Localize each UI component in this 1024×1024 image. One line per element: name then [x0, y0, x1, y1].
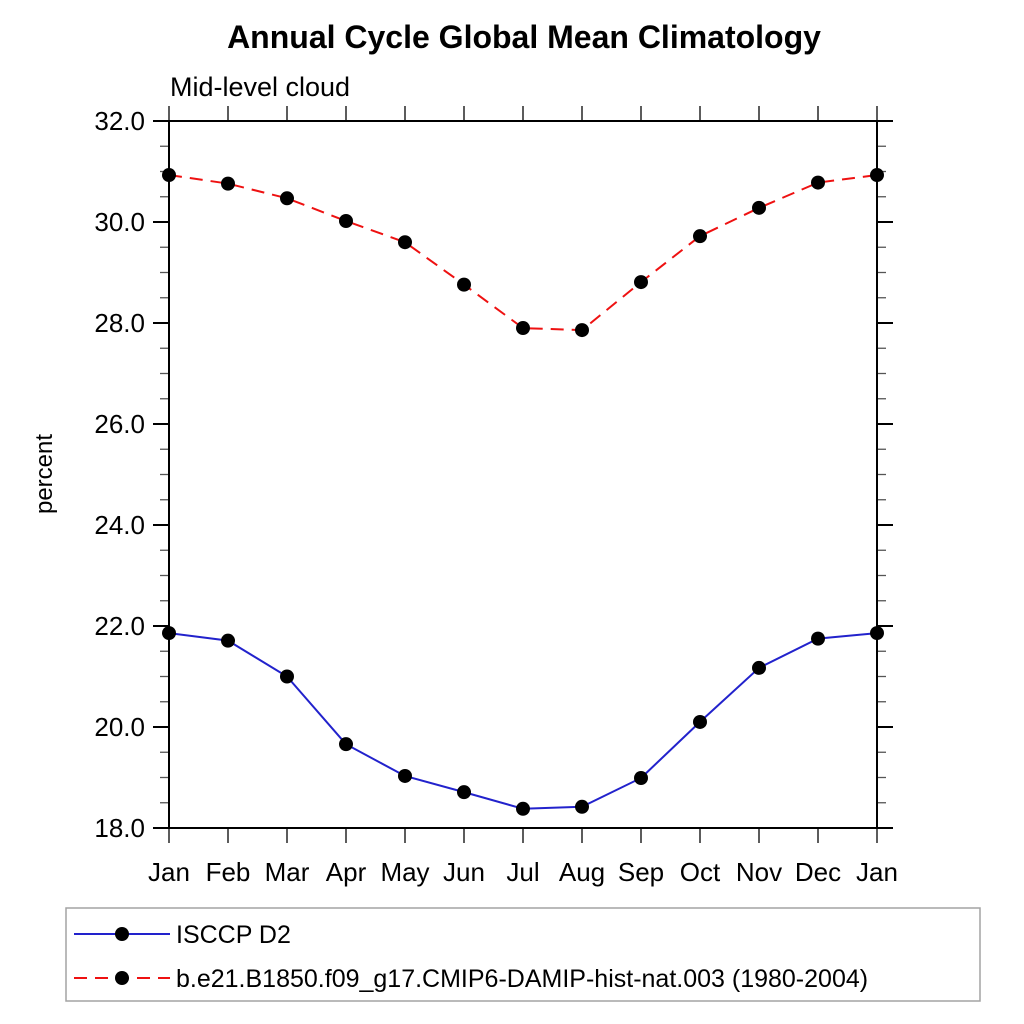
- series-0-marker: [339, 737, 353, 752]
- series-1-marker: [221, 176, 235, 191]
- plot-frame: [168, 120, 878, 829]
- series-0-marker: [457, 785, 471, 800]
- y-axis-label: percent: [31, 434, 58, 514]
- series-0-marker: [634, 771, 648, 786]
- series-1-marker: [280, 191, 294, 206]
- x-tick-label: Oct: [680, 857, 721, 887]
- y-tick-label: 32.0: [94, 106, 145, 136]
- legend: ISCCP D2 b.e21.B1850.f09_g17.CMIP6-DAMIP-…: [65, 907, 981, 1002]
- y-tick-label: 30.0: [94, 207, 145, 237]
- x-tick-label: Aug: [559, 857, 605, 887]
- legend-swatch-marker-1: [115, 971, 129, 985]
- legend-swatch-marker-0: [115, 927, 129, 941]
- series-1-marker: [811, 175, 825, 190]
- x-tick-label: Mar: [265, 857, 310, 887]
- series-0-marker: [221, 633, 235, 648]
- series-0-marker: [693, 714, 707, 729]
- series-1-marker: [339, 213, 353, 228]
- x-tick-label: Jul: [506, 857, 539, 887]
- chart-subtitle: Mid-level cloud: [170, 72, 350, 102]
- series-1-marker: [870, 168, 884, 183]
- series-0-marker: [752, 660, 766, 675]
- legend-box: [65, 907, 981, 1002]
- series-line-1: [168, 174, 878, 332]
- series-0-marker: [516, 801, 530, 816]
- series-0-marker: [162, 626, 176, 641]
- series-line-0: [168, 632, 878, 810]
- series-1-marker: [162, 168, 176, 183]
- x-tick-label: Nov: [736, 857, 782, 887]
- y-tick-label: 18.0: [94, 813, 145, 843]
- series-0-marker: [811, 631, 825, 646]
- series-1-marker: [634, 275, 648, 290]
- y-tick-label: 20.0: [94, 712, 145, 742]
- x-tick-label: Jan: [856, 857, 898, 887]
- x-tick-label: Jun: [443, 857, 485, 887]
- x-tick-label: Dec: [795, 857, 841, 887]
- y-tick-label: 24.0: [94, 510, 145, 540]
- series-1-marker: [575, 323, 589, 338]
- series-0-marker: [280, 669, 294, 684]
- x-tick-label: Apr: [326, 857, 367, 887]
- series-1-marker: [398, 235, 412, 250]
- series-1-marker: [457, 277, 471, 292]
- x-tick-label: Feb: [206, 857, 251, 887]
- legend-label-1: b.e21.B1850.f09_g17.CMIP6-DAMIP-hist-nat…: [176, 965, 868, 993]
- legend-label-0: ISCCP D2: [176, 921, 291, 949]
- y-tick-label: 28.0: [94, 308, 145, 338]
- x-tick-label: May: [380, 857, 429, 887]
- x-tick-label: Sep: [618, 857, 664, 887]
- x-tick-label: Jan: [148, 857, 190, 887]
- series-0-marker: [870, 626, 884, 641]
- y-tick-label: 22.0: [94, 611, 145, 641]
- series-0-marker: [575, 799, 589, 814]
- chart-title: Annual Cycle Global Mean Climatology: [227, 19, 821, 55]
- series-1-marker: [752, 200, 766, 215]
- y-tick-label: 26.0: [94, 409, 145, 439]
- series-0-marker: [398, 768, 412, 783]
- plot-area: 18.0 20.0 22.0 24.0 26.0 28.0 30.0 32.0 Jan Feb Ma…: [94, 106, 898, 887]
- series-1-marker: [693, 229, 707, 244]
- series-1-marker: [516, 321, 530, 336]
